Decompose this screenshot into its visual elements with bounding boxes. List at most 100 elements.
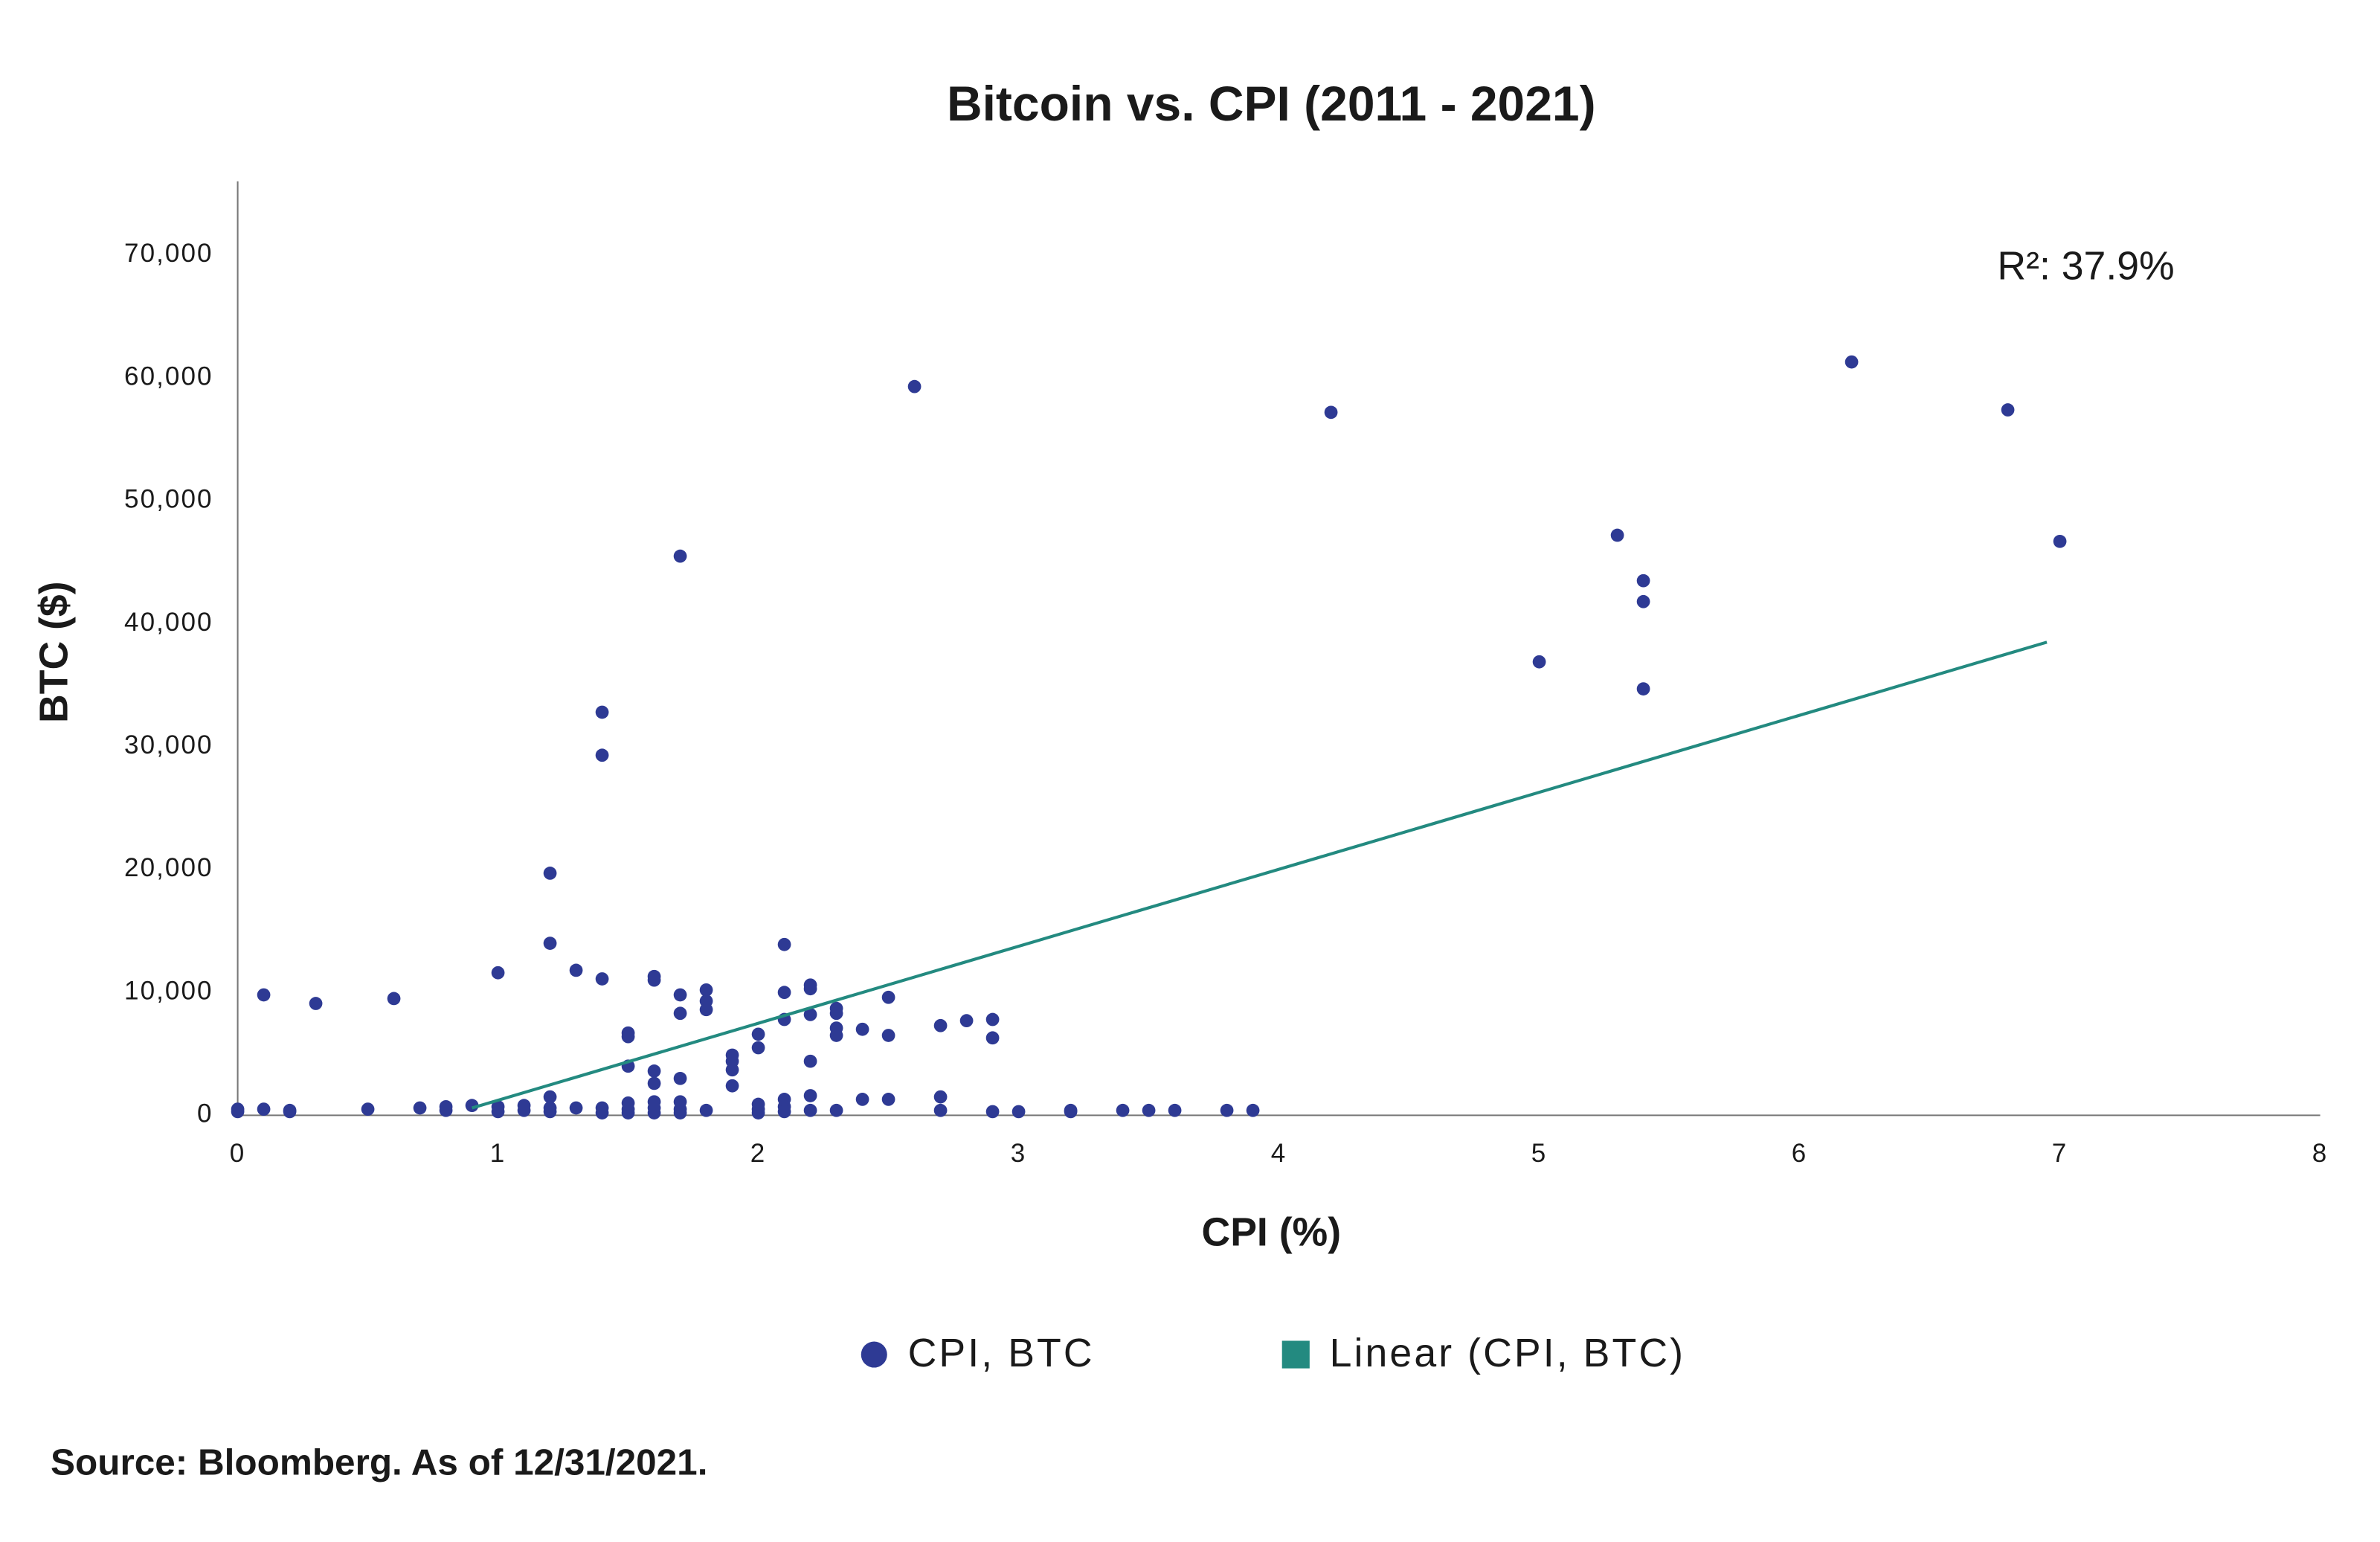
data-point <box>2053 534 2067 548</box>
x-tick-label: 2 <box>750 1139 767 1168</box>
data-point <box>257 1102 271 1116</box>
y-tick-label: 20,000 <box>124 853 213 882</box>
data-point <box>985 1105 1000 1119</box>
data-point <box>1064 1105 1078 1119</box>
data-point <box>465 1099 479 1113</box>
data-point <box>803 1089 817 1102</box>
data-point <box>1012 1105 1026 1119</box>
data-point <box>881 1093 895 1106</box>
y-tick-label: 70,000 <box>124 239 213 268</box>
data-point <box>959 1014 974 1028</box>
x-tick-label: 5 <box>1531 1139 1548 1168</box>
data-point <box>881 990 895 1004</box>
data-point <box>751 1106 765 1119</box>
data-point <box>699 983 713 997</box>
data-point <box>517 1103 531 1117</box>
x-tick-label: 0 <box>230 1139 246 1168</box>
data-point <box>829 1103 843 1117</box>
x-tick-label: 1 <box>490 1139 506 1168</box>
data-point <box>1532 655 1546 669</box>
data-point <box>1844 355 1859 369</box>
data-point <box>569 1101 583 1115</box>
data-point <box>907 379 922 393</box>
data-point <box>673 988 687 1002</box>
data-point <box>569 963 583 977</box>
data-point <box>439 1103 453 1117</box>
data-point <box>777 1105 791 1119</box>
data-point <box>699 1103 713 1117</box>
legend-label: CPI, BTC <box>908 1331 1095 1375</box>
legend-swatch <box>1281 1340 1310 1369</box>
data-point <box>647 1064 661 1078</box>
data-point <box>725 1079 739 1093</box>
data-point <box>673 1071 687 1085</box>
y-tick-label: 10,000 <box>124 976 213 1005</box>
data-point <box>595 705 609 719</box>
data-point <box>595 972 609 986</box>
data-point <box>1636 594 1650 608</box>
data-point <box>829 1029 843 1042</box>
data-point <box>881 1029 895 1042</box>
data-point <box>1168 1103 1182 1117</box>
data-point <box>1636 574 1650 588</box>
data-point <box>1220 1103 1234 1117</box>
data-point <box>673 1006 687 1021</box>
data-point <box>387 992 401 1006</box>
trend-line <box>472 640 2048 1110</box>
chart-title: Bitcoin vs. CPI (2011 - 2021) <box>947 76 1596 131</box>
data-point <box>803 1103 817 1117</box>
y-tick-label: 0 <box>197 1099 213 1128</box>
data-point <box>933 1018 948 1032</box>
y-tick-label: 40,000 <box>124 608 213 637</box>
y-tick-label: 30,000 <box>124 730 213 759</box>
data-point <box>985 1012 1000 1027</box>
y-axis-title: BTC ($) <box>31 581 76 723</box>
data-point <box>621 1106 635 1119</box>
x-tick-label: 4 <box>1271 1139 1287 1168</box>
data-point <box>1636 682 1650 695</box>
x-tick-label: 8 <box>2312 1139 2329 1168</box>
data-point <box>933 1103 948 1117</box>
x-tick-label: 6 <box>1792 1139 1808 1168</box>
data-point <box>543 937 557 950</box>
data-point <box>2001 403 2015 417</box>
data-point <box>803 1008 817 1021</box>
data-point <box>699 1003 713 1017</box>
data-point <box>1246 1103 1260 1117</box>
source-note: Source: Bloomberg. As of 12/31/2021. <box>51 1442 707 1483</box>
data-point <box>777 937 791 951</box>
data-point <box>1142 1103 1156 1117</box>
x-axis-title: CPI (%) <box>1201 1209 1341 1254</box>
data-point <box>751 1041 765 1055</box>
data-point <box>985 1031 1000 1045</box>
data-point <box>621 1029 635 1044</box>
data-point <box>543 1090 557 1104</box>
data-point <box>803 982 817 996</box>
data-point <box>543 867 557 880</box>
legend-swatch <box>861 1341 887 1368</box>
x-tick-label: 3 <box>1011 1139 1027 1168</box>
data-point <box>855 1093 869 1106</box>
data-point <box>595 1106 609 1119</box>
data-point <box>647 1076 661 1090</box>
data-point <box>543 1105 557 1119</box>
data-point <box>855 1022 869 1036</box>
data-point <box>231 1105 245 1119</box>
data-point <box>595 748 609 762</box>
x-tick-label: 7 <box>2052 1139 2068 1168</box>
data-point <box>751 1027 765 1041</box>
data-point <box>413 1101 427 1115</box>
data-point <box>361 1102 375 1116</box>
data-point <box>309 997 323 1010</box>
y-tick-label: 50,000 <box>124 485 213 514</box>
data-point <box>725 1063 739 1077</box>
data-point <box>777 986 791 1000</box>
r-squared-annotation: R²: 37.9% <box>1997 243 2174 288</box>
data-point <box>673 549 687 563</box>
data-point <box>491 966 505 980</box>
data-point <box>933 1090 948 1104</box>
data-point <box>1610 528 1624 542</box>
data-point <box>829 1006 843 1021</box>
